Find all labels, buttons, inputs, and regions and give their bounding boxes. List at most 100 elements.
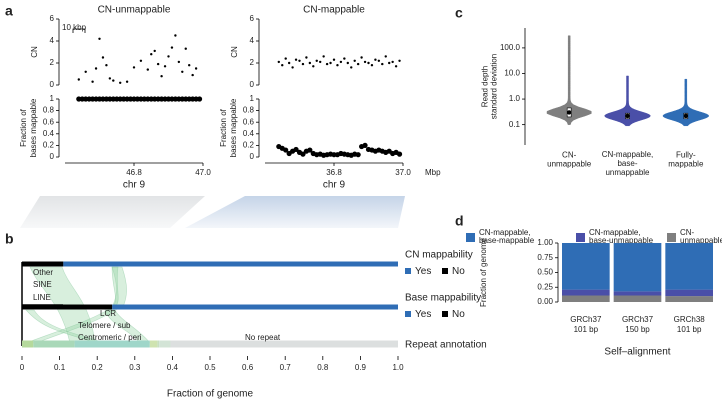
x-tick-label: 0.7: [280, 363, 292, 372]
point: [153, 49, 156, 53]
legend-swatch: [405, 268, 411, 274]
bar: [665, 289, 713, 297]
x-tick-label: CN-: [562, 151, 577, 160]
point: [377, 59, 381, 62]
y-tick-label: 6: [250, 14, 255, 23]
point: [132, 66, 136, 69]
panel-label: b: [5, 231, 14, 247]
annotation: 10 kbp: [62, 23, 87, 32]
row-label: Repeat annotation: [405, 340, 487, 351]
point: [388, 61, 391, 65]
point: [181, 70, 184, 74]
point: [101, 56, 105, 59]
point: [343, 57, 346, 60]
segment: [33, 340, 75, 348]
legend-swatch: [442, 311, 448, 317]
point: [293, 146, 299, 153]
x-axis-label: Self–alignment: [604, 347, 670, 358]
point: [356, 62, 360, 66]
violin: [662, 78, 709, 127]
legend-swatch: [576, 233, 585, 242]
point: [196, 96, 203, 102]
x-axis-label: chr 9: [323, 180, 346, 191]
point: [307, 147, 313, 153]
repeat-label: Telomere / sub: [78, 321, 131, 330]
repeat-label: LCR: [100, 309, 116, 318]
point: [329, 61, 332, 65]
point: [94, 67, 98, 70]
point: [160, 75, 163, 78]
x-tick-label: 37.0: [395, 168, 411, 177]
x-tick-label: 150 bp: [625, 325, 650, 334]
repeat-label: Centromeric / peri: [78, 333, 142, 342]
point: [184, 47, 187, 50]
point: [374, 58, 377, 61]
y-tick-label: 0.6: [43, 117, 55, 126]
x-tick-label: 46.8: [126, 168, 142, 177]
bar: [613, 295, 662, 302]
x-tick-label: 0.3: [129, 363, 141, 372]
point: [322, 55, 325, 58]
point: [125, 80, 129, 83]
y-tick-label: 2: [50, 58, 55, 67]
segment: [112, 304, 399, 310]
x-tick-label: base-: [617, 159, 637, 168]
point: [191, 73, 194, 77]
x-tick-label: 47.0: [195, 168, 211, 177]
x-unit: Mbp: [425, 168, 441, 177]
y-tick-label: 0: [50, 152, 55, 161]
legend-label: No: [452, 309, 465, 320]
legend-swatch: [667, 233, 676, 242]
y-tick-label: 0: [250, 80, 255, 89]
y-axis-label: Fraction of genome: [479, 237, 488, 306]
point: [112, 79, 115, 82]
y-tick-label: 0.25: [537, 282, 553, 291]
point: [394, 65, 398, 68]
legend-label: Yes: [415, 309, 431, 320]
bar: [613, 291, 662, 296]
y-tick-label: 2: [250, 58, 255, 67]
point: [305, 56, 308, 59]
x-tick-label: 101 bp: [677, 325, 702, 334]
point: [301, 62, 305, 66]
point: [312, 65, 315, 68]
x-tick-label: 0.8: [317, 363, 329, 372]
point: [91, 80, 94, 83]
y-tick-label: 0: [250, 152, 255, 161]
point: [281, 63, 284, 67]
y-axis-label: Read depth: [481, 66, 490, 107]
x-tick-label: unmappable: [605, 168, 650, 177]
point: [355, 152, 361, 158]
y-tick-label: 0.4: [43, 129, 55, 138]
y-tick-label: 0: [50, 80, 55, 89]
x-tick-label: 0.4: [167, 363, 179, 372]
point: [391, 60, 394, 64]
panel-label: a: [5, 3, 13, 19]
point: [381, 62, 384, 66]
segment: [170, 340, 398, 348]
chart-title: CN-mappable: [303, 5, 365, 16]
y-tick-label: 0.4: [243, 129, 255, 138]
x-tick-label: 101 bp: [574, 325, 599, 334]
point: [84, 70, 87, 74]
point: [277, 60, 280, 64]
point: [98, 37, 101, 40]
legend-label: CN-: [680, 228, 695, 237]
legend-label: base-mappable: [479, 236, 535, 245]
segment: [157, 340, 160, 348]
point: [350, 66, 353, 69]
zoom-funnel: [20, 196, 205, 228]
point: [167, 55, 170, 58]
y-tick-label: 0.1: [509, 120, 521, 129]
y-tick-label: 4: [50, 36, 55, 45]
segment: [63, 261, 399, 267]
y-tick-label: 4: [250, 36, 255, 45]
segment: [22, 304, 113, 310]
y-tick-label: 1: [50, 94, 55, 103]
x-tick-label: 36.8: [326, 168, 342, 177]
point: [156, 62, 160, 66]
row-label: CN mappability: [405, 250, 473, 261]
legend-label: CN-mappable,: [479, 228, 531, 237]
segment: [22, 340, 34, 348]
y-axis-label: bases mappable: [229, 98, 238, 157]
